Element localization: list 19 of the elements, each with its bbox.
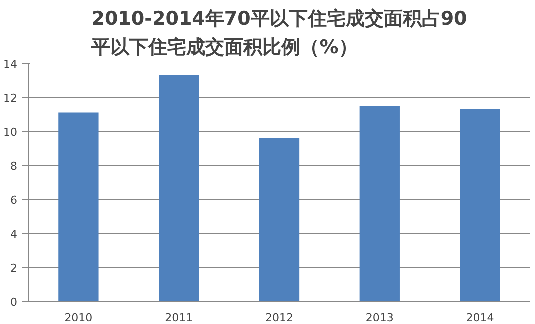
x-tick-label: 2014 [466, 312, 494, 324]
x-tick-label: 2012 [266, 312, 294, 324]
bar [159, 75, 200, 302]
y-tick-label: 10 [4, 126, 18, 139]
bar [360, 106, 400, 302]
y-tick-label: 2 [10, 262, 18, 275]
bar [460, 109, 500, 302]
y-tick-label: 12 [4, 92, 18, 105]
x-tick-label: 2010 [64, 312, 93, 324]
bar [259, 138, 300, 302]
bar [58, 112, 99, 302]
y-tick-label: 4 [10, 228, 18, 241]
x-tick-label: 2013 [366, 312, 394, 324]
y-tick-label: 14 [4, 58, 18, 71]
chart-title: 2010-2014年70平以下住宅成交面积占90平以下住宅成交面积比例（%） [90, 8, 468, 58]
y-tick-label: 8 [10, 160, 18, 173]
y-tick-label: 0 [10, 296, 18, 309]
x-tick-label: 2011 [165, 312, 194, 324]
y-tick-label: 6 [10, 194, 18, 207]
